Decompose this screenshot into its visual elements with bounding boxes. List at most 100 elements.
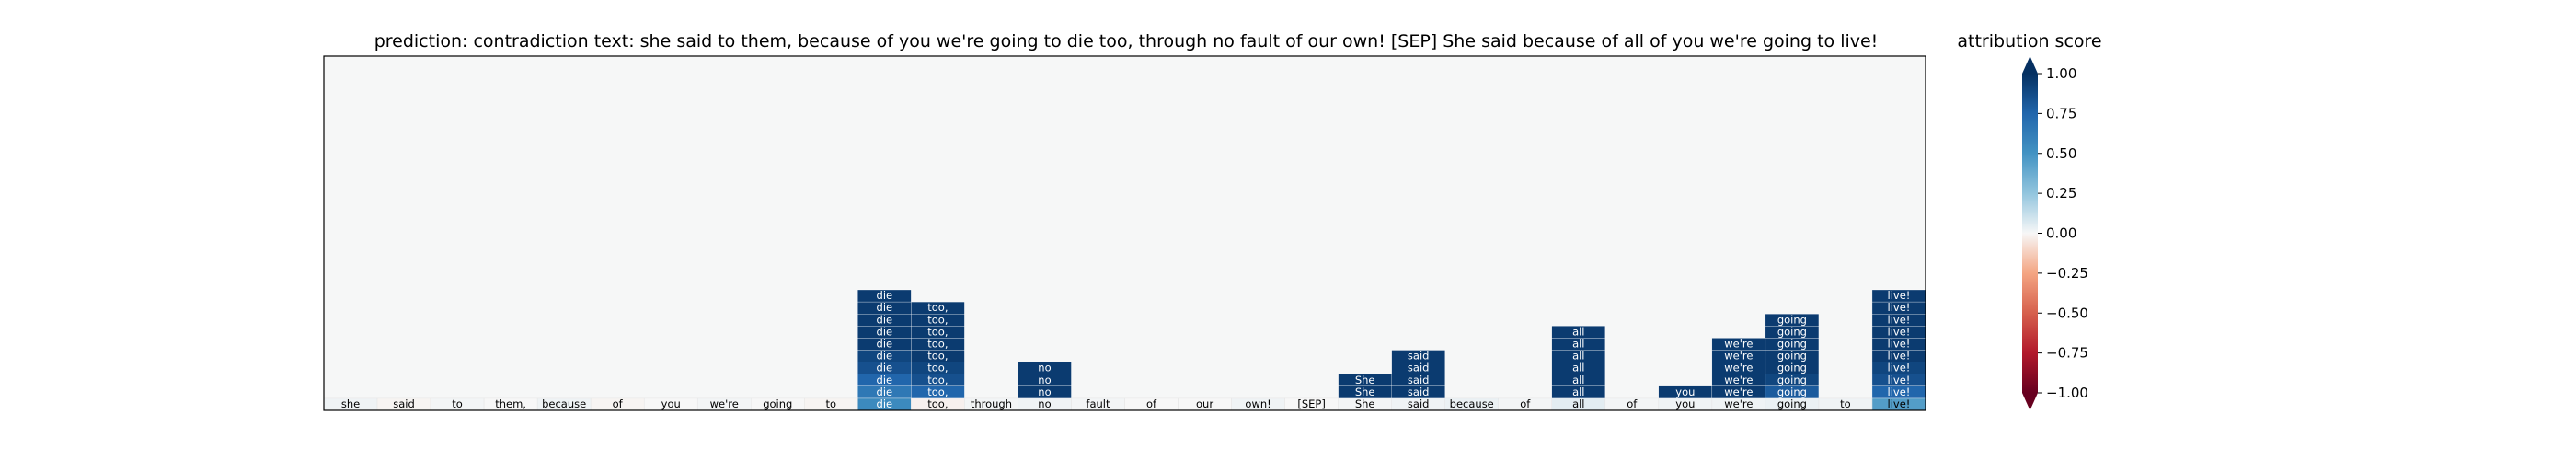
token-label: to	[826, 397, 837, 410]
colorbar-label: attribution score	[1957, 31, 2101, 52]
attribution-cell-label: live!	[1888, 301, 1911, 314]
colorbar-tick-label: 0.75	[2046, 105, 2076, 121]
colorbar-extend-top	[2022, 56, 2038, 74]
attribution-cell-label: going	[1777, 385, 1807, 398]
token-label: die	[877, 397, 893, 410]
attribution-cell-label: you	[1675, 385, 1695, 398]
attribution-cell-label: die	[877, 289, 893, 302]
attribution-cell-label: live!	[1888, 385, 1911, 398]
attribution-cell-label: die	[877, 374, 893, 386]
attribution-cell-label: all	[1572, 338, 1584, 351]
attribution-cell-label: too,	[927, 362, 948, 374]
attribution-cell-label: die	[877, 301, 893, 314]
attribution-cell-label: She	[1355, 374, 1375, 386]
attribution-cell-label: die	[877, 362, 893, 374]
attribution-cell-label: said	[1408, 374, 1430, 386]
attribution-cell-label: going	[1777, 313, 1807, 326]
attribution-cell	[1018, 385, 1072, 399]
colorbar-ticks: 1.00 0.75 0.50 0.25 0.00 −0.25 −0.50 −0.75 −1.00	[2038, 65, 2088, 401]
attribution-cell-label: die	[877, 385, 893, 398]
attribution-cell-label: die	[877, 350, 893, 362]
token-label: we're	[1724, 397, 1753, 410]
token-label: she	[341, 397, 360, 410]
token-label: them,	[495, 397, 526, 410]
attribution-cell	[911, 385, 965, 399]
attribution-cell-label: die	[877, 338, 893, 351]
attribution-cell	[1765, 385, 1820, 399]
chart-title: prediction: contradiction text: she said…	[374, 31, 1879, 52]
attribution-cell-label: we're	[1724, 350, 1753, 362]
colorbar-tick-label: −0.50	[2046, 305, 2088, 321]
token-label: we're	[710, 397, 739, 410]
token-label: because	[542, 397, 586, 410]
attribution-cell-label: too,	[927, 313, 948, 326]
colorbar-tick-label: −0.75	[2046, 345, 2088, 362]
token-label: of	[1146, 397, 1157, 410]
attribution-cell-label: too,	[927, 301, 948, 314]
colorbar-tick-label: −1.00	[2046, 385, 2088, 401]
attribution-cell-label: live!	[1888, 313, 1911, 326]
attribution-cell-label: we're	[1724, 385, 1753, 398]
attribution-cell-label: all	[1572, 325, 1584, 338]
token-label: because	[1450, 397, 1494, 410]
attribution-cell-label: we're	[1724, 362, 1753, 374]
colorbar: 1.00 0.75 0.50 0.25 0.00 −0.25 −0.50 −0.75 −1.00	[2022, 56, 2088, 410]
token-label: our	[1196, 397, 1213, 410]
colorbar-tick-label: −0.25	[2046, 265, 2088, 282]
attribution-cell-label: live!	[1888, 374, 1911, 386]
heatmap-plot-area: she said to them, because of you we're going to di…	[323, 55, 1926, 411]
token-label: you	[661, 397, 681, 410]
attribution-cell-label: we're	[1724, 374, 1753, 386]
attribution-cell-label: said	[1408, 362, 1430, 374]
plot-frame	[323, 55, 1926, 411]
token-label: said	[393, 397, 415, 410]
attribution-cell-label: no	[1038, 362, 1051, 374]
token-label: of	[1627, 397, 1638, 410]
attribution-cell-label: too,	[927, 385, 948, 398]
token-label: to	[452, 397, 463, 410]
attribution-cell-label: going	[1777, 338, 1807, 351]
token-label: She	[1355, 397, 1375, 410]
attribution-cell-label: too,	[927, 338, 948, 351]
attribution-cell-label: going	[1777, 374, 1807, 386]
token-label: fault	[1086, 397, 1110, 410]
attribution-cell-label: said	[1408, 350, 1430, 362]
attribution-cell-label: going	[1777, 325, 1807, 338]
attribution-cell-label: die	[877, 313, 893, 326]
attribution-cell-label: live!	[1888, 289, 1911, 302]
colorbar-tick-label: 1.00	[2046, 65, 2076, 82]
attribution-cell-label: live!	[1888, 350, 1911, 362]
token-label: you	[1675, 397, 1695, 410]
attribution-cell-label: too,	[927, 374, 948, 386]
token-label: going	[763, 397, 792, 410]
attribution-cell-label: She	[1355, 385, 1375, 398]
attribution-cell	[1391, 385, 1445, 399]
attribution-cell-label: all	[1572, 362, 1584, 374]
attribution-cell-label: die	[877, 325, 893, 338]
colorbar-gradient	[2022, 74, 2038, 393]
attribution-cell-label: too,	[927, 350, 948, 362]
heatmap-cells	[323, 289, 1926, 411]
attribution-cell-label: all	[1572, 385, 1584, 398]
token-label: too,	[927, 397, 948, 410]
attribution-cell-label: no	[1038, 385, 1051, 398]
attribution-cell-label: too,	[927, 325, 948, 338]
attribution-cell	[1551, 385, 1605, 399]
token-label: said	[1408, 397, 1430, 410]
token-label: all	[1572, 397, 1584, 410]
attribution-cell-label: going	[1777, 362, 1807, 374]
attribution-cell-label: live!	[1888, 325, 1911, 338]
attribution-cell-label: we're	[1724, 338, 1753, 351]
token-label: no	[1038, 397, 1051, 410]
attribution-cell-label: live!	[1888, 338, 1911, 351]
token-axis-labels: she said to them, because of you we're going to di…	[341, 289, 1911, 410]
token-label: of	[1520, 397, 1531, 410]
attribution-cell-label: no	[1038, 374, 1051, 386]
token-label: own!	[1245, 397, 1271, 410]
colorbar-extend-bottom	[2022, 393, 2038, 410]
token-label: to	[1840, 397, 1851, 410]
token-label: live!	[1888, 397, 1911, 410]
attribution-cell-label: said	[1408, 385, 1430, 398]
colorbar-tick-label: 0.25	[2046, 185, 2076, 201]
